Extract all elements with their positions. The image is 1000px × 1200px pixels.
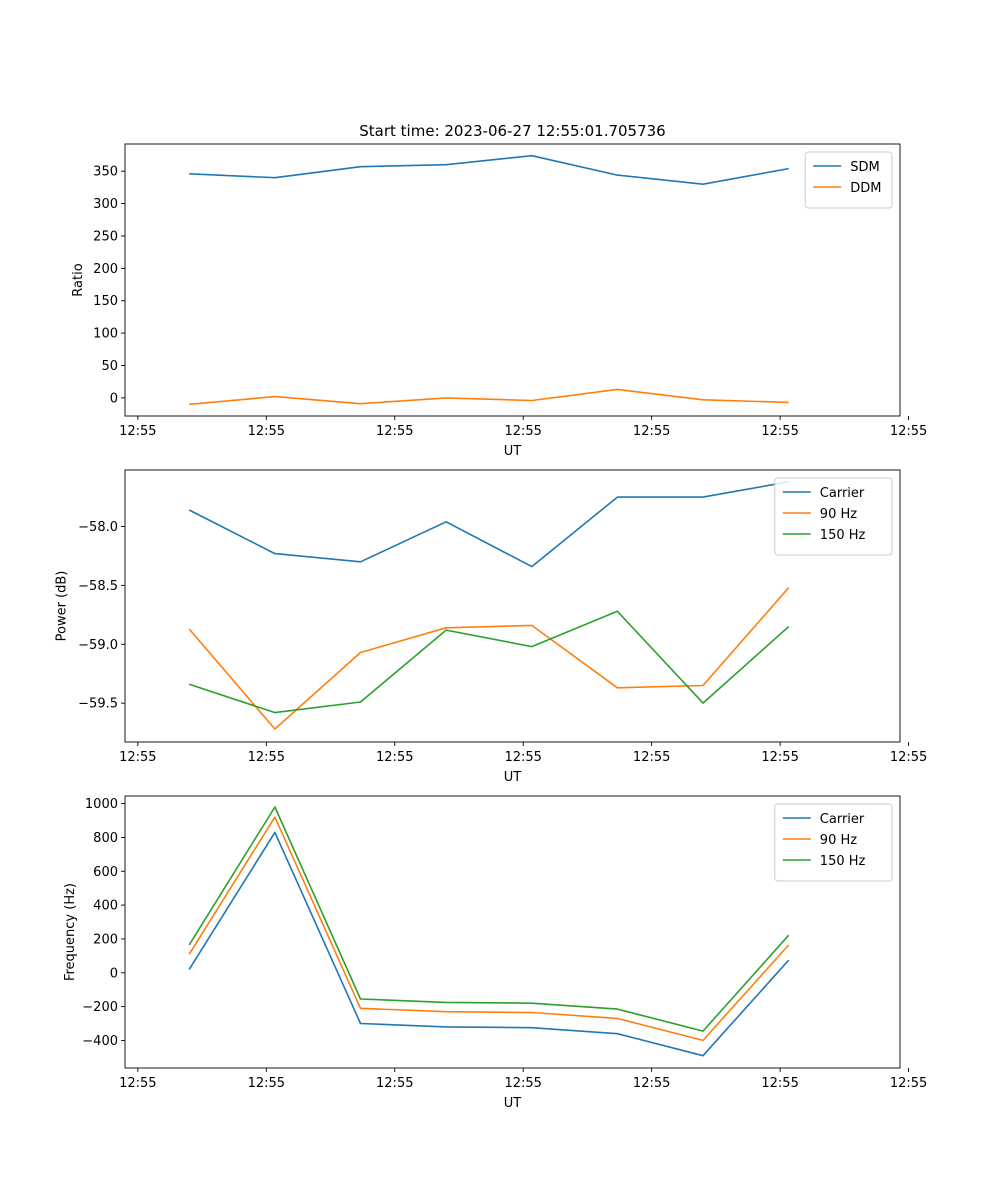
y-tick-label: 1000: [85, 797, 118, 812]
legend-label: DDM: [850, 181, 881, 196]
y-tick-label: 200: [93, 262, 118, 277]
series-line-1: [188, 481, 789, 568]
y-tick-label: −58.5: [78, 579, 118, 594]
legend-frame: [774, 803, 893, 882]
y-tick-label: −59.5: [78, 697, 118, 712]
x-tick-label: 12:55: [890, 1076, 927, 1091]
x-tick-label: 12:55: [119, 424, 156, 439]
y-axis-label: Ratio: [71, 263, 86, 296]
series-line-1: [189, 154, 789, 185]
legend-label: 90 Hz: [820, 507, 857, 522]
x-tick-label: 12:55: [890, 424, 927, 439]
legend-label: 150 Hz: [820, 854, 866, 869]
x-tick-label: 12:55: [376, 750, 413, 765]
x-tick-label: 12:55: [633, 750, 670, 765]
series-line-1: [188, 831, 790, 1057]
y-tick-label: −200: [82, 1000, 118, 1015]
y-tick-label: 0: [110, 391, 118, 406]
legend: Carrier 90 Hz 150 Hz: [774, 477, 893, 556]
y-tick-label: 400: [93, 899, 118, 914]
x-tick-label: 12:55: [376, 424, 413, 439]
y-tick-label: 0: [110, 966, 118, 981]
subplot-2: 12:55 12:55 12:55 12:55 12:55 12:55 12:55 −59.5…: [55, 469, 927, 785]
x-tick-label: 12:55: [248, 424, 285, 439]
x-tick-label: 12:55: [633, 424, 670, 439]
series-line-2: [188, 816, 790, 1042]
legend-frame: [774, 477, 893, 556]
legend-label: SDM: [850, 160, 879, 175]
x-tick-label: 12:55: [761, 1076, 798, 1091]
series-line-3: [188, 610, 790, 714]
series-line-3: [188, 806, 790, 1032]
axes-frame: [124, 143, 901, 417]
subplots: 12:55 12:55 12:55 12:55 12:55 12:55 12:55 0 50 10…: [55, 143, 927, 1111]
y-tick-label: 50: [101, 359, 118, 374]
x-tick-label: 12:55: [376, 1076, 413, 1091]
y-tick-label: 600: [93, 865, 118, 880]
legend-label: 150 Hz: [820, 528, 866, 543]
x-tick-label: 12:55: [504, 750, 541, 765]
axes-frame: [124, 795, 901, 1069]
y-tick-label: −58.0: [78, 520, 118, 535]
subplot-3: 12:55 12:55 12:55 12:55 12:55 12:55 12:55 −400 −…: [63, 795, 927, 1111]
y-axis-label: Power (dB): [55, 571, 70, 642]
y-tick-label: −400: [82, 1034, 118, 1049]
series-line-2: [188, 587, 790, 730]
y-tick-label: −59.0: [78, 638, 118, 653]
legend-label: Carrier: [820, 486, 865, 501]
y-tick-label: 150: [93, 294, 118, 309]
x-axis-label: UT: [504, 444, 522, 459]
legend-label: Carrier: [820, 812, 865, 827]
x-tick-label: 12:55: [504, 1076, 541, 1091]
legend: SDM DDM: [804, 151, 893, 209]
y-tick-label: 100: [93, 327, 118, 342]
x-tick-label: 12:55: [248, 750, 285, 765]
y-tick-label: 200: [93, 932, 118, 947]
y-tick-label: 350: [93, 165, 118, 180]
x-tick-label: 12:55: [761, 750, 798, 765]
y-tick-label: 800: [93, 831, 118, 846]
x-tick-label: 12:55: [504, 424, 541, 439]
x-axis-label: UT: [504, 770, 522, 785]
y-tick-label: 250: [93, 229, 118, 244]
x-tick-label: 12:55: [119, 1076, 156, 1091]
x-tick-label: 12:55: [890, 750, 927, 765]
x-tick-label: 12:55: [633, 1076, 670, 1091]
x-axis-label: UT: [504, 1096, 522, 1111]
figure-title: Start time: 2023-06-27 12:55:01.705736: [359, 122, 665, 140]
legend-label: 90 Hz: [820, 833, 857, 848]
axes-frame: [124, 469, 901, 743]
series-line-2: [189, 388, 789, 406]
x-tick-label: 12:55: [119, 750, 156, 765]
x-tick-label: 12:55: [248, 1076, 285, 1091]
legend: Carrier 90 Hz 150 Hz: [774, 803, 893, 882]
y-tick-label: 300: [93, 197, 118, 212]
x-tick-label: 12:55: [761, 424, 798, 439]
y-axis-label: Frequency (Hz): [63, 883, 78, 981]
subplot-1: 12:55 12:55 12:55 12:55 12:55 12:55 12:55 0 50 10…: [71, 143, 927, 459]
